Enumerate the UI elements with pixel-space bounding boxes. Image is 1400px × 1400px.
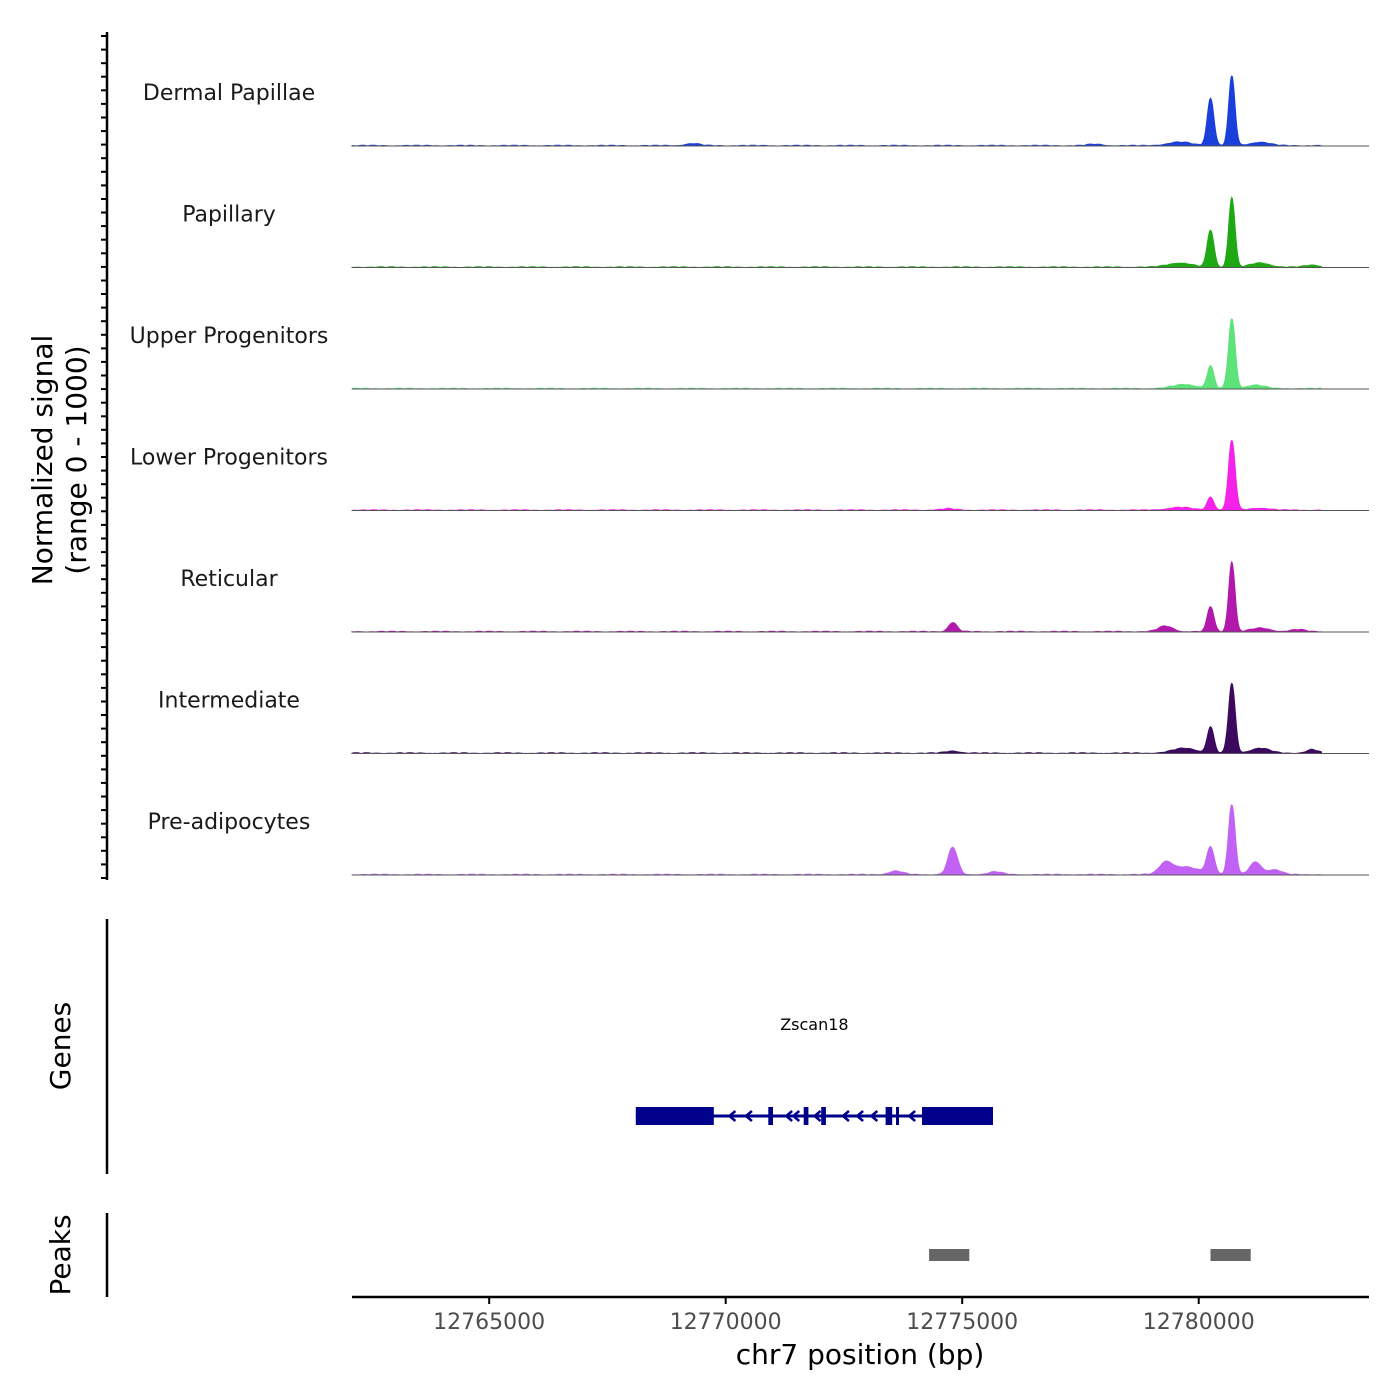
- track-label: Reticular: [180, 567, 278, 592]
- track-dermal-papillae: Dermal Papillae: [143, 75, 1369, 147]
- peaks-track-title: Peaks: [44, 1214, 77, 1295]
- gene-name-label: Zscan18: [780, 1015, 848, 1034]
- signal-axis-title-line1: Normalized signal: [26, 335, 59, 586]
- signal-axis-title: Normalized signal (range 0 - 1000): [26, 335, 93, 586]
- coverage-area: [351, 804, 1322, 876]
- gene-exon: [922, 1107, 993, 1125]
- x-axis-ticks: 12765000 12770000 12775000 12780000: [433, 1297, 1255, 1335]
- coverage-area: [351, 318, 1323, 390]
- coverage-area: [351, 75, 1322, 147]
- track-upper-progenitors: Upper Progenitors: [130, 318, 1369, 390]
- peak-regions: [929, 1249, 1251, 1261]
- x-tick-label: 12765000: [433, 1310, 545, 1335]
- coverage-area: [351, 560, 1322, 633]
- strand-arrow: [840, 1110, 850, 1122]
- track-reticular: Reticular: [180, 560, 1369, 633]
- coverage-area: [351, 439, 1324, 512]
- signal-axis-title-line2: (range 0 - 1000): [60, 345, 93, 574]
- track-label: Pre-adipocytes: [148, 810, 311, 835]
- gene-exon: [885, 1107, 893, 1125]
- coverage-area: [351, 682, 1323, 755]
- peak-region: [929, 1249, 970, 1261]
- coverage-area: [351, 196, 1323, 269]
- strand-arrow: [855, 1110, 864, 1122]
- signal-y-axis: [101, 32, 109, 880]
- x-tick-label: 12775000: [906, 1310, 1018, 1335]
- strand-arrow: [727, 1110, 737, 1122]
- genes-track-title: Genes: [44, 1002, 77, 1090]
- gene-exon: [768, 1107, 773, 1125]
- coverage-tracks: Dermal Papillae Papillary Upper Progenitor…: [130, 75, 1369, 876]
- x-tick-label: 12770000: [670, 1310, 782, 1335]
- track-label: Papillary: [182, 203, 276, 228]
- strand-arrow: [784, 1110, 793, 1122]
- track-pre-adipocytes: Pre-adipocytes: [148, 804, 1369, 876]
- strand-arrow: [812, 1110, 822, 1122]
- track-label: Intermediate: [158, 689, 300, 714]
- track-papillary: Papillary: [182, 196, 1369, 269]
- track-intermediate: Intermediate: [158, 682, 1369, 755]
- strand-arrow: [907, 1110, 916, 1122]
- strand-arrow: [791, 1110, 801, 1122]
- gene-exon: [803, 1107, 809, 1125]
- x-axis-title: chr7 position (bp): [736, 1338, 985, 1371]
- gene-exon: [635, 1107, 714, 1125]
- gene-exon: [821, 1107, 826, 1125]
- strand-arrow: [744, 1110, 753, 1122]
- strand-arrow: [869, 1110, 879, 1122]
- x-tick-label: 12780000: [1143, 1310, 1255, 1335]
- peak-region: [1210, 1249, 1251, 1261]
- gene-model: [635, 1107, 993, 1125]
- track-label: Dermal Papillae: [143, 81, 315, 106]
- gene-exon: [896, 1107, 899, 1125]
- track-label: Lower Progenitors: [130, 446, 328, 471]
- track-label: Upper Progenitors: [130, 324, 329, 349]
- track-lower-progenitors: Lower Progenitors: [130, 439, 1369, 512]
